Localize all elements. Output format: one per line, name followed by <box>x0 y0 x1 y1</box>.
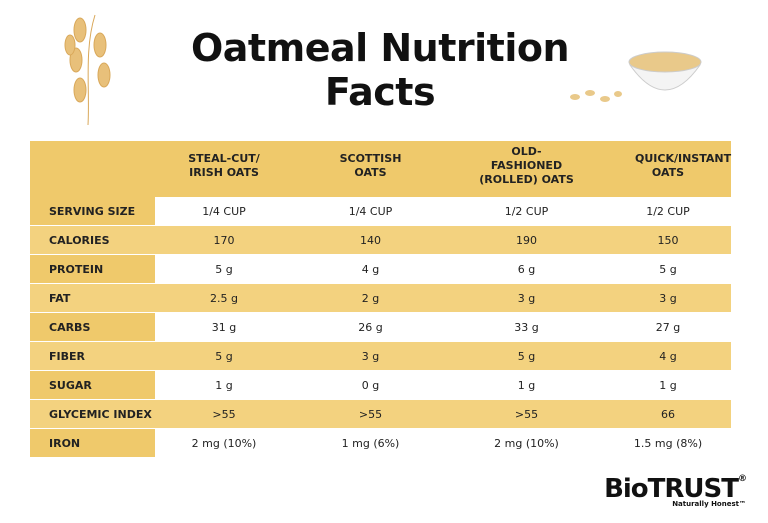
cell: 5 g <box>155 254 293 284</box>
brand-name: BioTRUST <box>604 474 739 504</box>
cell: 2.5 g <box>155 283 293 313</box>
cell: 4 g <box>293 254 448 284</box>
cell: >55 <box>293 399 448 429</box>
cell: 0 g <box>293 370 448 400</box>
cell: 2 g <box>293 283 448 313</box>
cell: 2 mg (10%) <box>448 428 605 457</box>
corner <box>30 141 155 194</box>
cell: 1/4 CUP <box>155 191 293 226</box>
cell: 5 g <box>605 254 731 284</box>
title: Oatmeal Nutrition Facts <box>190 26 570 114</box>
row-label: CALORIES <box>30 225 155 255</box>
column-header: STEAL-CUT/ IRISH OATS <box>155 141 293 194</box>
column-header: OLD-FASHIONED (ROLLED) OATS <box>448 141 605 194</box>
row-label: FAT <box>30 283 155 313</box>
table-row: CALORIES 170 140 190 150 <box>30 225 731 255</box>
cell: >55 <box>448 399 605 429</box>
cell: 1.5 mg (8%) <box>605 428 731 457</box>
cell: 5 g <box>155 341 293 371</box>
column-header: QUICK/INSTANT OATS <box>605 141 731 194</box>
table-row: IRON 2 mg (10%) 1 mg (6%) 2 mg (10%) 1.5 mg … <box>30 428 731 457</box>
cell: >55 <box>155 399 293 429</box>
cell: 6 g <box>448 254 605 284</box>
cell: 1 g <box>155 370 293 400</box>
table-row: GLYCEMIC INDEX >55 >55 >55 66 <box>30 399 731 429</box>
cell: 33 g <box>448 312 605 342</box>
cell: 5 g <box>448 341 605 371</box>
cell: 66 <box>605 399 731 429</box>
cell: 1 g <box>605 370 731 400</box>
cell: 26 g <box>293 312 448 342</box>
cell: 1/4 CUP <box>293 191 448 226</box>
cell: 3 g <box>448 283 605 313</box>
table-row: CARBS 31 g 26 g 33 g 27 g <box>30 312 731 342</box>
column-header: SCOTTISH OATS <box>293 141 448 194</box>
cell: 4 g <box>605 341 731 371</box>
row-label: SERVING SIZE <box>30 191 155 226</box>
row-label: SUGAR <box>30 370 155 400</box>
cell: 2 mg (10%) <box>155 428 293 457</box>
cell: 170 <box>155 225 293 255</box>
cell: 140 <box>293 225 448 255</box>
nutrition-table: STEAL-CUT/ IRISH OATS SCOTTISH OATS OLD-FA… <box>30 141 731 457</box>
brand-mark: ® <box>738 474 747 484</box>
row-label: PROTEIN <box>30 254 155 284</box>
table-row: SERVING SIZE 1/4 CUP 1/4 CUP 1/2 CUP 1/2 CUP <box>30 191 731 226</box>
cell: 1/2 CUP <box>605 191 731 226</box>
cell: 3 g <box>293 341 448 371</box>
cell: 1 mg (6%) <box>293 428 448 457</box>
cell: 27 g <box>605 312 731 342</box>
cell: 1 g <box>448 370 605 400</box>
row-label: CARBS <box>30 312 155 342</box>
decoration <box>64 14 702 126</box>
tagline: Naturally Honest™ <box>672 500 746 508</box>
cell: 31 g <box>155 312 293 342</box>
cell: 150 <box>605 225 731 255</box>
header-row: STEAL-CUT/ IRISH OATS SCOTTISH OATS OLD-FA… <box>30 141 731 194</box>
row-label: IRON <box>30 428 155 457</box>
cell: 190 <box>448 225 605 255</box>
row-label: FIBER <box>30 341 155 371</box>
brand: BioTRUST® <box>604 474 747 504</box>
row-label: GLYCEMIC INDEX <box>30 399 155 429</box>
logo: BioTRUST® Naturally Honest™ <box>604 474 747 508</box>
cell: 1/2 CUP <box>448 191 605 226</box>
cell: 3 g <box>605 283 731 313</box>
